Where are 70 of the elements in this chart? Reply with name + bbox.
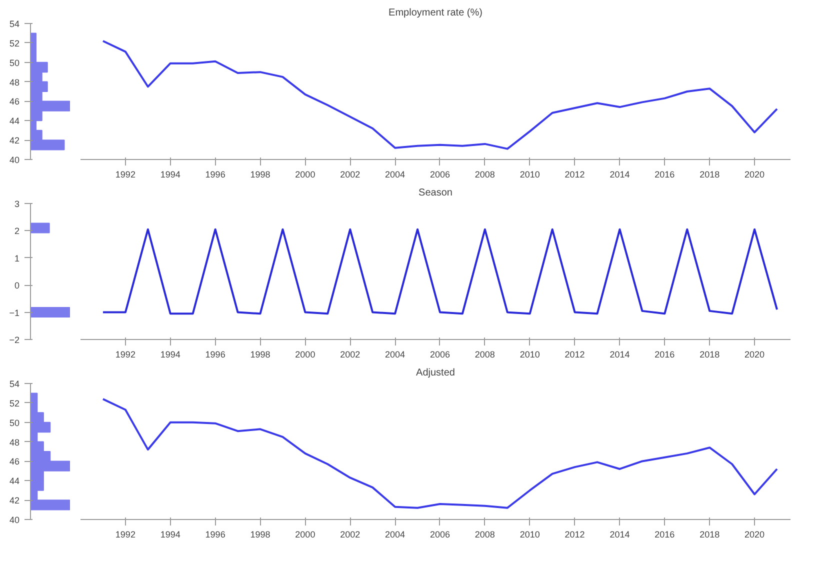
x-tick-label: 2020 bbox=[744, 170, 765, 180]
y-tick-label: 44 bbox=[9, 116, 20, 126]
x-tick-label: 2000 bbox=[295, 170, 316, 180]
y-tick-label: 52 bbox=[9, 38, 20, 48]
x-tick-label: 1996 bbox=[205, 170, 226, 180]
x-tick-label: 2018 bbox=[700, 530, 720, 540]
x-tick-label: 2004 bbox=[385, 350, 406, 360]
x-tick-label: 2002 bbox=[340, 350, 360, 360]
x-tick-label: 2020 bbox=[744, 530, 765, 540]
x-tick-label: 1994 bbox=[160, 170, 180, 180]
x-tick-label: 2008 bbox=[474, 350, 495, 360]
chart-title: Adjusted bbox=[416, 368, 455, 378]
x-tick-label: 2016 bbox=[654, 530, 675, 540]
x-tick-label: 2010 bbox=[520, 350, 540, 360]
x-tick-label: 2006 bbox=[430, 350, 450, 360]
chart-title: Season bbox=[418, 188, 452, 198]
y-tick-label: 50 bbox=[9, 58, 20, 68]
x-tick-label: 2004 bbox=[385, 170, 406, 180]
x-tick-label: 1992 bbox=[115, 170, 136, 180]
x-tick-label: 2016 bbox=[654, 350, 675, 360]
y-tick-label: 44 bbox=[9, 476, 20, 486]
x-tick-label: 2012 bbox=[564, 350, 585, 360]
y-tick-label: −1 bbox=[9, 308, 20, 318]
y-tick-label: 42 bbox=[9, 136, 20, 146]
y-tick-label: 48 bbox=[9, 77, 20, 88]
x-tick-label: 2018 bbox=[700, 170, 720, 180]
x-tick-label: 1992 bbox=[115, 530, 136, 540]
y-tick-label: 42 bbox=[9, 496, 20, 506]
y-tick-label: 46 bbox=[9, 96, 20, 107]
x-tick-label: 1998 bbox=[250, 530, 270, 540]
x-tick-label: 2010 bbox=[520, 530, 540, 540]
x-tick-label: 2006 bbox=[430, 170, 450, 180]
y-tick-label: 0 bbox=[14, 280, 20, 291]
x-tick-label: 2006 bbox=[430, 530, 450, 540]
x-tick-label: 1996 bbox=[205, 530, 226, 540]
x-tick-label: 2008 bbox=[474, 530, 495, 540]
x-tick-label: 2012 bbox=[564, 530, 585, 540]
x-tick-label: 2016 bbox=[654, 170, 675, 180]
x-tick-label: 2002 bbox=[340, 530, 360, 540]
x-tick-label: 2018 bbox=[700, 350, 720, 360]
chart-title: Employment rate (%) bbox=[388, 8, 482, 18]
x-tick-label: 1998 bbox=[250, 170, 270, 180]
x-tick-label: 2000 bbox=[295, 530, 316, 540]
y-tick-label: 2 bbox=[14, 226, 20, 236]
y-tick-label: 46 bbox=[9, 456, 20, 467]
y-tick-label: 52 bbox=[9, 398, 20, 408]
y-tick-label: 54 bbox=[9, 379, 20, 389]
y-tick-label: 3 bbox=[14, 199, 20, 209]
x-tick-label: 2014 bbox=[610, 530, 630, 540]
y-tick-label: 54 bbox=[9, 19, 20, 29]
x-tick-label: 1998 bbox=[250, 350, 270, 360]
y-tick-label: 50 bbox=[9, 418, 20, 428]
x-tick-label: 2004 bbox=[385, 530, 406, 540]
x-tick-label: 2008 bbox=[474, 170, 495, 180]
x-tick-label: 2014 bbox=[610, 350, 630, 360]
y-tick-label: 1 bbox=[14, 253, 20, 264]
x-tick-label: 2020 bbox=[744, 350, 765, 360]
x-tick-label: 2014 bbox=[610, 170, 630, 180]
x-tick-label: 2012 bbox=[564, 170, 585, 180]
x-tick-label: 1994 bbox=[160, 530, 180, 540]
x-tick-label: 1996 bbox=[205, 350, 226, 360]
x-tick-label: 1994 bbox=[160, 350, 180, 360]
y-tick-label: 40 bbox=[9, 515, 20, 525]
x-tick-label: 2010 bbox=[520, 170, 540, 180]
y-tick-label: 40 bbox=[9, 155, 20, 165]
x-tick-label: 1992 bbox=[115, 350, 136, 360]
x-tick-label: 2000 bbox=[295, 350, 316, 360]
y-tick-label: −2 bbox=[9, 335, 20, 345]
x-tick-label: 2002 bbox=[340, 170, 360, 180]
y-tick-label: 48 bbox=[9, 437, 20, 448]
